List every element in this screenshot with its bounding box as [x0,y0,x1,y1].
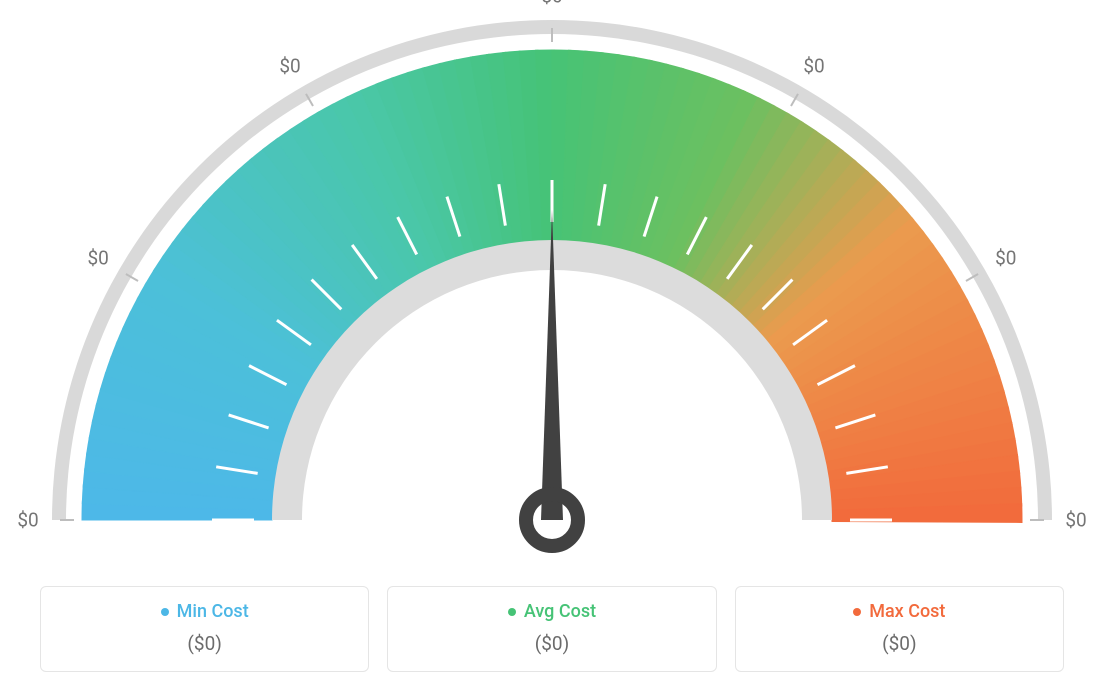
legend-title-min: Min Cost [161,601,249,622]
dot-icon [508,608,516,616]
tick-label: $0 [803,55,824,78]
gauge-area: $0 $0 $0 $0 $0 $0 $0 [0,0,1104,560]
legend-card-min: Min Cost ($0) [40,586,369,673]
tick-label: $0 [995,247,1016,270]
dot-icon [853,608,861,616]
legend-label-min: Min Cost [177,601,249,622]
gauge-svg [0,0,1104,560]
tick-label: $0 [279,55,300,78]
legend-label-max: Max Cost [869,601,945,622]
legend-value-avg: ($0) [398,632,705,655]
legend-title-avg: Avg Cost [508,601,596,622]
tick-label: $0 [1065,509,1086,532]
legend-value-max: ($0) [746,632,1053,655]
tick-label: $0 [88,247,109,270]
legend-label-avg: Avg Cost [524,601,596,622]
tick-label: $0 [17,509,38,532]
legend-card-avg: Avg Cost ($0) [387,586,716,673]
cost-gauge-chart: $0 $0 $0 $0 $0 $0 $0 Min Cost ($0) Avg Cost ($… [0,0,1104,690]
legend-value-min: ($0) [51,632,358,655]
dot-icon [161,608,169,616]
legend-row: Min Cost ($0) Avg Cost ($0) Max Cost ($0… [40,586,1064,673]
tick-label: $0 [541,0,562,8]
legend-card-max: Max Cost ($0) [735,586,1064,673]
legend-title-max: Max Cost [853,601,945,622]
